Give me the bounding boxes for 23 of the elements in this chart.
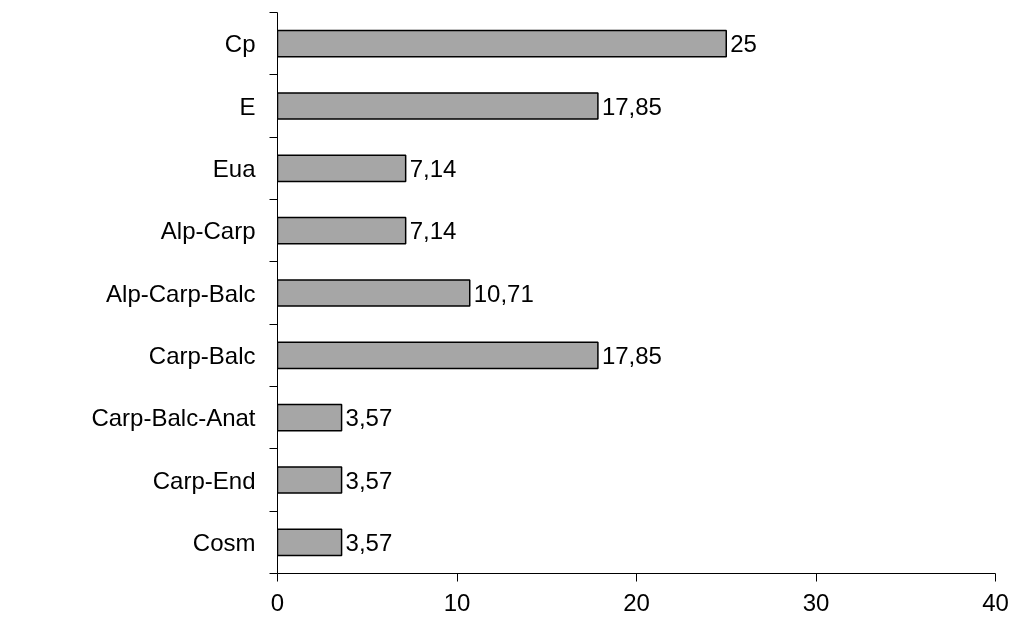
data-label: 10,71 xyxy=(473,279,534,307)
y-tick-label: Carp-Balc xyxy=(148,341,256,369)
x-tick-label: 40 xyxy=(982,588,1009,616)
x-tick-label: 0 xyxy=(270,588,285,616)
y-tick-label: Alp-Carp-Balc xyxy=(106,279,256,307)
y-tick-label: Eua xyxy=(212,154,257,182)
y-tick-label: Cosm xyxy=(192,528,256,556)
data-label: 7,14 xyxy=(409,217,457,245)
y-tick-label: Cp xyxy=(224,30,256,58)
data-label: 17,85 xyxy=(601,92,662,120)
y-tick-label: Carp-Balc-Anat xyxy=(91,404,256,432)
data-label: 7,14 xyxy=(409,154,457,182)
x-tick-label: 10 xyxy=(443,588,471,616)
y-tick-label: Carp-End xyxy=(152,466,256,494)
data-label: 3,57 xyxy=(345,404,393,432)
x-tick-label: 20 xyxy=(623,588,650,616)
data-label: 3,57 xyxy=(345,466,393,494)
y-tick-label: Alp-Carp xyxy=(160,217,256,245)
data-label: 25 xyxy=(730,30,757,58)
data-label: 17,85 xyxy=(601,341,662,369)
x-tick-label: 30 xyxy=(802,588,830,616)
data-label: 3,57 xyxy=(345,528,393,556)
y-tick-label: E xyxy=(239,92,256,120)
